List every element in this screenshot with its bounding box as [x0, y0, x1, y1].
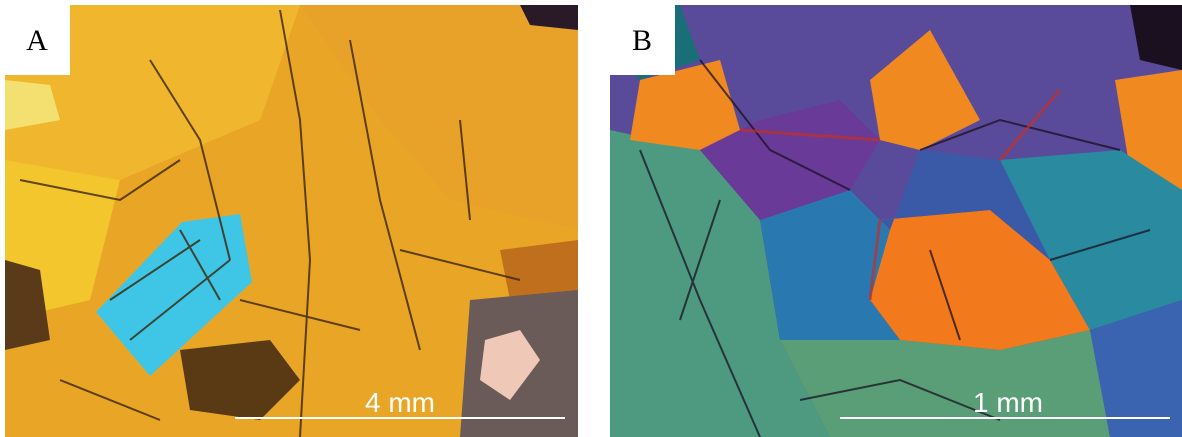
figure: A 4 mm B 1 mm	[0, 0, 1182, 437]
scale-bar-label: 4 mm	[365, 387, 435, 418]
scale-bar-label: 1 mm	[973, 387, 1043, 418]
micrograph-b	[610, 5, 1182, 437]
panel-label: A	[26, 24, 48, 57]
micrograph-a	[5, 5, 578, 437]
panel-label: B	[632, 24, 652, 57]
